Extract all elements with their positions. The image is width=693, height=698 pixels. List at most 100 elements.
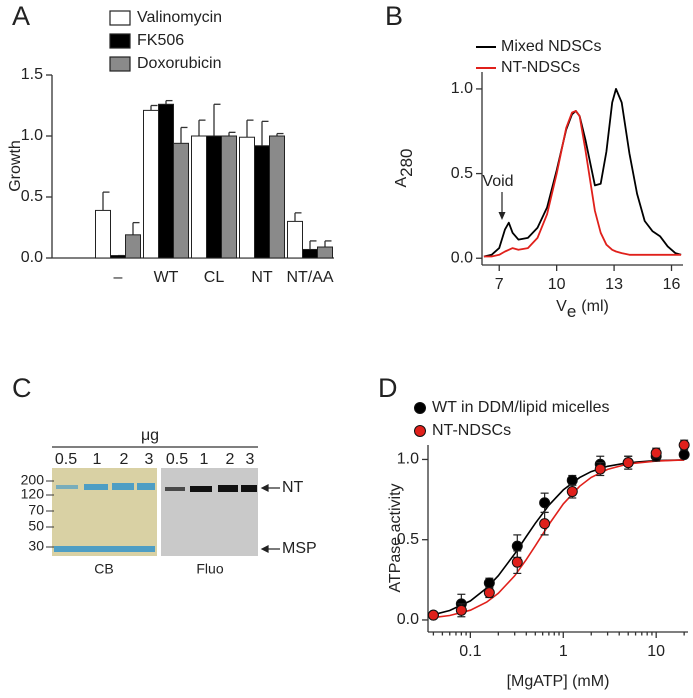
data-point [511,556,523,568]
band [84,484,108,490]
y-tick-label: 0.5 [397,531,419,548]
y-axis-label: A280 [393,148,416,187]
annotation: Void [482,173,513,190]
y-tick-label: 0.5 [451,165,473,182]
legend-label: WT in DDM/lipid micelles [432,399,610,416]
series-line [483,110,682,258]
lane-label: 2 [226,451,235,468]
data-point [622,457,634,469]
bar [206,135,222,259]
x-axis-label: [MgATP] (mM) [507,673,610,690]
legend-marker [414,425,426,437]
band [165,487,185,491]
y-axis-label-sub: 280 [397,148,416,176]
band [190,486,212,492]
data-point [539,518,551,530]
data-point [678,439,690,451]
band-label: MSP [282,540,317,557]
band [137,483,155,490]
x-tick-label: – [114,269,123,286]
legend-label: Doxorubicin [137,55,221,72]
x-tick-label: 13 [605,276,623,293]
bar [221,135,237,259]
band [112,483,134,490]
bar [287,220,303,259]
lane-label: 3 [145,451,154,468]
x-tick-label: 1 [559,643,568,660]
x-tick-label: NT/AA [286,269,333,286]
x-tick-label: NT [251,269,273,286]
marker-label: 200 [21,472,45,488]
annotation-arrowhead [498,212,506,220]
legend-label: Valinomycin [137,9,222,26]
y-tick-label: 1.0 [397,451,419,468]
lane-label: 0.5 [166,451,188,468]
arrow-head [260,545,269,553]
x-tick-label: CL [204,269,225,286]
fit-line [433,459,685,619]
cb-bands [54,483,155,552]
bar [239,136,255,259]
unit-label: μg [141,427,159,444]
data-point [427,609,439,621]
fit-line [433,459,685,616]
data-point [678,449,690,461]
lane-label: 2 [120,451,129,468]
band [56,485,78,489]
data-point [511,540,523,552]
band-arrows [260,484,280,553]
x-axis-label-main: V [556,298,567,315]
legend-swatch [109,10,131,26]
bar [143,109,159,259]
bar [95,209,111,259]
bar [302,248,318,259]
data-point [455,604,467,616]
legend-marker [414,402,426,414]
y-axis-label-main: A [393,177,410,188]
data-point [594,463,606,475]
bar [125,234,141,259]
legend-swatch [109,33,131,49]
band [241,485,257,492]
legend-swatch [109,56,131,72]
legend-label: FK506 [137,32,184,49]
marker-label: 70 [28,502,44,518]
bar [269,135,285,259]
fluo-bands [165,485,257,492]
lane-label: 0.5 [55,451,77,468]
lane-label: 1 [200,451,209,468]
y-axis-label: ATPase activity [387,483,404,592]
y-tick-label: 1.0 [451,80,473,97]
gel-cb [52,468,157,556]
x-tick-label: WT [154,269,179,286]
arrow-head [260,484,269,492]
y-tick-label: 0.0 [451,249,473,266]
data-point [483,577,495,589]
marker-ticks [46,480,54,548]
panel-letter: C [12,373,32,403]
panel-letter: B [385,1,403,31]
data-point [483,587,495,599]
x-axis-label-unit: (ml) [581,298,609,315]
data-point [650,447,662,459]
lane-label: 3 [246,451,255,468]
legend-label: NT-NDSCs [432,422,511,439]
y-tick-label: 0.0 [397,611,419,628]
x-tick-label: 10 [548,276,566,293]
bar [254,145,270,259]
x-tick-label: 7 [495,276,504,293]
panel-letter: D [378,373,398,403]
x-axis-label-sub: e [567,302,576,321]
stain-label: CB [94,561,113,577]
bar [317,246,333,259]
y-tick-label: 0.5 [21,188,43,205]
gel-fluo [161,468,258,556]
marker-label: 50 [28,518,44,534]
legend-label: NT-NDSCs [501,59,580,76]
x-tick-label: 16 [663,276,681,293]
y-axis-label: Growth [7,140,24,192]
band-label: NT [282,479,304,496]
y-tick-label: 0.0 [21,249,43,266]
